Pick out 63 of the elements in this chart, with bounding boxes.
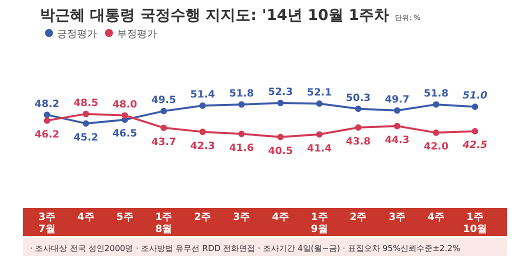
data-label: 48.2 (34, 98, 60, 110)
point (355, 124, 362, 131)
point (238, 130, 245, 138)
data-label: 41.6 (229, 142, 254, 154)
x-tick-label: 2주 (350, 212, 367, 223)
data-label: 51.8 (229, 88, 254, 100)
data-label: 51.4 (190, 90, 216, 101)
point (82, 120, 90, 127)
point (432, 129, 440, 136)
x-tick-label: 3주 (233, 212, 250, 223)
data-label: 44.3 (384, 135, 410, 146)
x-tick-label: 1주 10월 (463, 212, 487, 235)
data-label: 40.5 (268, 146, 293, 157)
point (316, 131, 323, 138)
chart-title: 박근혜 대통령 국정수행 지지도: '14년 10월 1주차 (40, 6, 390, 24)
point (44, 112, 50, 118)
x-tick-label: 3주 7월 (38, 212, 56, 235)
data-label: 49.7 (384, 94, 410, 106)
x-tick-label: 4주 (428, 212, 445, 223)
x-tick-label: 4주 (77, 212, 94, 223)
data-label: 42.5 (462, 140, 488, 152)
point (394, 122, 400, 130)
text: · 조사대상 전국 성인2000명 · 조사방법 유무선 RDD 전화면접 · 조사기간 4일(월~금) · 표집오차 95%신뢰수준±2.2% (30, 243, 461, 253)
data-label: 51.8 (424, 88, 448, 100)
data-label: 51.0 (462, 90, 488, 102)
data-label: 42.0 (424, 142, 448, 153)
point (394, 107, 400, 114)
legend-label: 긍정평가 (57, 29, 97, 40)
data-label: 43.8 (346, 136, 371, 148)
point (472, 128, 478, 134)
point (122, 112, 128, 119)
data-label: 46.5 (112, 128, 138, 140)
point (316, 100, 323, 107)
point (238, 101, 245, 108)
x-tick-label: 1주 8월 (155, 212, 172, 235)
data-label: 41.4 (307, 143, 332, 154)
point (44, 117, 50, 124)
point (160, 124, 167, 131)
point (472, 104, 478, 110)
x-tick-label: 3주 (388, 212, 406, 223)
point (82, 110, 90, 118)
x-tick-label: 4주 (272, 212, 289, 223)
data-label: 43.7 (151, 136, 176, 148)
point (199, 128, 206, 136)
point (160, 108, 167, 114)
point (277, 134, 284, 140)
x-tick-label: 2주 (194, 212, 212, 223)
x-tick-label: 1주 9월 (310, 212, 328, 235)
point (432, 101, 440, 108)
point (277, 100, 284, 106)
x-tick-label: 5주 (116, 212, 134, 223)
point (199, 102, 206, 109)
data-label: 49.5 (151, 95, 176, 106)
data-label: 52.1 (307, 88, 332, 99)
data-label: 42.3 (190, 140, 216, 152)
data-label: 50.3 (346, 92, 371, 104)
data-label: 46.2 (34, 130, 60, 141)
data-label: 52.3 (268, 87, 293, 98)
data-label: 48.0 (112, 99, 138, 110)
data-label: 48.5 (74, 98, 98, 109)
legend-label: 부정평가 (117, 29, 157, 40)
point (355, 106, 362, 112)
data-label: 45.2 (74, 132, 98, 144)
